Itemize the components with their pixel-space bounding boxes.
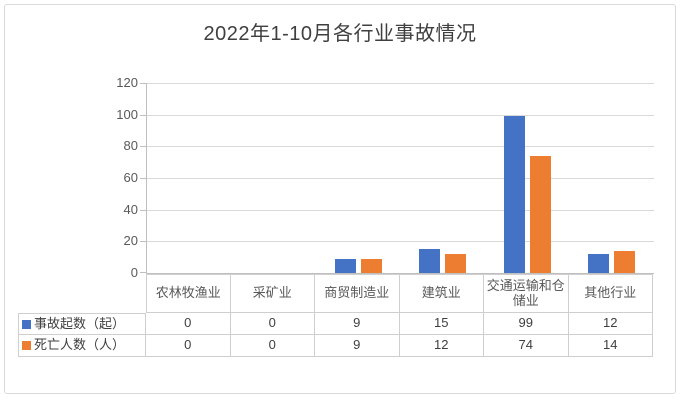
table-value-cell: 15 [399,313,484,335]
bar-deaths [529,155,551,273]
bar-accidents [334,258,356,273]
gridline [147,114,654,116]
table-value-cell: 0 [146,313,231,335]
table-value-cell: 12 [568,313,653,335]
legend-marker-accidents-icon [22,319,31,329]
y-tick-label: 100 [116,106,138,122]
y-axis-tick [140,272,147,273]
plot-area [140,83,654,274]
table-value-cell: 14 [568,335,653,357]
gridline [147,83,654,84]
y-axis-tick [140,209,147,211]
y-tick-label: 0 [130,265,138,280]
bar-deaths [360,258,382,273]
data-table: 农林牧渔业 采矿业 商贸制造业 建筑业 交通运输和仓储业 其他行业 事故起数（起） 0 0 9 15… [18,274,653,357]
table-value-cell: 0 [230,313,315,335]
legend-marker-deaths-icon [22,341,31,350]
chart-title: 2022年1-10月各行业事故情况 [203,23,477,45]
table-legend-cell: 死亡人数（人） [18,335,146,357]
bar-deaths [614,250,636,273]
y-axis-tick [140,83,147,84]
bar-deaths [445,254,467,273]
y-axis-labels: 0 20 40 60 80 100 120 [104,75,140,280]
chart-frame: 2022年1-10月各行业事故情况 0 20 40 60 80 100 120 农林牧渔业采… [4,4,676,394]
legend-series-label: 死亡人数（人） [34,337,126,353]
y-tick-label: 80 [123,138,138,154]
y-tick-label: 120 [116,75,138,90]
y-tick-label: 60 [123,170,138,185]
y-axis-tick [140,241,147,243]
bar-accidents [588,254,610,273]
bar-accidents [419,249,441,273]
table-category-header: 采矿业 [230,274,315,313]
gridline [147,146,654,148]
table-value-cell: 12 [399,335,484,357]
table-category-header: 建筑业 [399,274,484,313]
table-value-cell: 0 [230,335,315,357]
y-tick-label: 20 [123,233,138,249]
table-legend-cell: 事故起数（起） [18,313,146,335]
table-category-header: 商贸制造业 [315,274,400,313]
table-value-cell: 74 [484,335,569,357]
table-value-cell: 0 [146,335,231,357]
table-category-header: 其他行业 [568,274,653,313]
table-category-header: 交通运输和仓储业 [484,274,569,313]
gridline [147,209,654,211]
table-value-cell: 9 [315,313,400,335]
table-corner-empty [18,274,146,313]
y-axis-tick [140,178,147,179]
y-axis-tick [140,146,147,148]
table-value-cell: 9 [315,335,400,357]
bar-accidents [503,116,525,273]
y-axis-tick [140,114,147,116]
legend-series-label: 事故起数（起） [34,315,126,331]
gridline [147,178,654,179]
y-tick-label: 40 [123,201,138,217]
gridline [147,241,654,243]
table-value-cell: 99 [484,313,569,335]
table-category-header: 农林牧渔业 [146,274,231,313]
